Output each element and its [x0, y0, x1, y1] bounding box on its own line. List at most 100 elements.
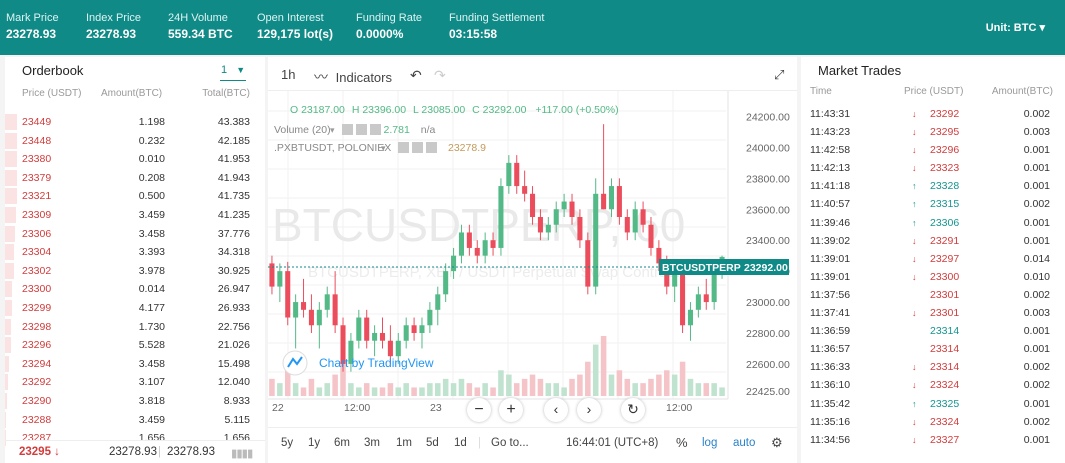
legend-open: O 23187.00 — [290, 104, 345, 116]
trade-time: 11:39:02 — [810, 234, 851, 247]
trade-row: 11:43:23 ↓ 23295 0.003 — [801, 123, 1065, 141]
arrow-down-icon: ↓ — [912, 109, 917, 119]
candle-body — [648, 224, 654, 248]
orderbook-row[interactable]: 23302 3.978 30.925 — [5, 262, 265, 281]
indicators-button[interactable]: 〰 Indicators — [314, 67, 392, 87]
trade-amount: 0.002 — [1023, 198, 1050, 211]
range-3m[interactable]: 3m — [364, 437, 380, 449]
volume-bar — [316, 387, 323, 396]
volume-bar — [600, 336, 607, 396]
zoom-out-button[interactable]: − — [467, 398, 491, 422]
orderbook-row[interactable]: 23299 4.177 26.933 — [5, 299, 265, 318]
trade-price: 23300 — [930, 270, 960, 283]
compare-legend-controls[interactable] — [398, 142, 437, 153]
candle-body — [695, 294, 701, 310]
orderbook-row[interactable]: 23288 3.459 5.115 — [5, 411, 265, 430]
depth-bar — [5, 281, 13, 298]
candle-body — [324, 294, 330, 310]
orderbook-row[interactable]: 23290 3.818 8.933 — [5, 392, 265, 411]
orderbook-row[interactable]: 23287 1.656 1.656 — [5, 429, 265, 448]
arrow-up-icon: ↑ — [912, 181, 917, 192]
col-time: Time — [810, 86, 832, 97]
range-5d[interactable]: 5d — [426, 437, 439, 449]
zoom-in-button[interactable]: + — [499, 398, 523, 422]
ask-amount: 0.010 — [138, 153, 165, 166]
ask-total: 41.235 — [217, 208, 250, 221]
price-tag — [659, 259, 789, 275]
volume-bar — [553, 383, 559, 396]
range-6m[interactable]: 6m — [334, 437, 350, 449]
orderbook-row[interactable]: 23300 0.014 26.947 — [5, 280, 265, 299]
trade-price: 23324 — [930, 415, 960, 428]
range-1m[interactable]: 1m — [396, 437, 412, 449]
ask-price: 23380 — [22, 153, 52, 166]
orderbook-row[interactable]: 23379 0.208 41.943 — [5, 169, 265, 188]
trade-amount: 0.002 — [1023, 415, 1050, 428]
candle-body — [632, 209, 638, 233]
ask-price: 23296 — [22, 339, 52, 352]
trade-row: 11:39:46 ↑ 23306 0.001 — [801, 214, 1065, 232]
fullscreen-icon[interactable]: ⤢ — [774, 67, 785, 82]
orderbook-row[interactable]: 23309 3.459 41.235 — [5, 206, 265, 225]
log-toggle[interactable]: log — [702, 437, 718, 449]
candle-body — [364, 317, 370, 341]
depth-bar — [5, 206, 17, 223]
orderbook-row[interactable]: 23294 3.458 15.498 — [5, 355, 265, 374]
trade-price: 23314 — [930, 325, 960, 338]
goto-button[interactable]: Go to... — [491, 437, 529, 449]
arrow-down-icon: ↓ — [912, 308, 917, 319]
trade-amount: 0.001 — [1023, 234, 1050, 247]
candle-body — [458, 232, 464, 256]
candle-body — [356, 317, 362, 341]
redo-icon[interactable]: ↷ — [434, 67, 446, 83]
depth-bar — [5, 299, 13, 316]
volume-bar — [332, 374, 338, 396]
gear-icon[interactable]: ⚙ — [771, 435, 783, 450]
volume-legend-controls[interactable]: ▾ — [330, 124, 381, 136]
scroll-right-button[interactable]: › — [577, 398, 601, 422]
orderbook-row[interactable]: 23296 5.528 21.026 — [5, 336, 265, 355]
market-trades-panel: Market Trades Time Price (USDT) Amount(B… — [801, 57, 1065, 463]
col-amount: Amount(BTC) — [101, 88, 163, 99]
trade-price: 23301 — [930, 307, 960, 320]
unit-selector[interactable]: Unit: BTC ▾ — [985, 22, 1045, 34]
interval-button[interactable]: 1h — [281, 67, 296, 82]
orderbook-row[interactable]: 23304 3.393 34.318 — [5, 243, 265, 262]
ask-amount: 0.014 — [138, 283, 165, 296]
volume-bar — [308, 378, 315, 396]
orderbook-row[interactable]: 23306 3.458 37.776 — [5, 225, 265, 244]
auto-toggle[interactable]: auto — [733, 437, 756, 449]
undo-icon[interactable]: ↶ — [410, 67, 422, 83]
orderbook-row[interactable]: 23298 1.730 22.756 — [5, 318, 265, 337]
indicators-icon: 〰 — [314, 69, 328, 85]
candle-body — [498, 186, 504, 248]
precision-select[interactable]: 1 ▼ — [221, 64, 245, 76]
range-1y[interactable]: 1y — [308, 437, 321, 449]
orderbook-row[interactable]: 23292 3.107 12.040 — [5, 373, 265, 392]
reset-chart-button[interactable]: ↻ — [621, 398, 645, 422]
range-5y[interactable]: 5y — [281, 437, 294, 449]
legend-low: L 23085.00 — [413, 104, 465, 116]
trade-row: 11:41:18 ↑ 23328 0.001 — [801, 177, 1065, 195]
candle-body — [569, 201, 575, 217]
orderbook-row[interactable]: 23449 1.198 43.383 — [5, 113, 265, 132]
trade-time: 11:36:10 — [810, 379, 851, 392]
scroll-left-button[interactable]: ‹ — [544, 398, 568, 422]
volume-bar — [403, 383, 409, 396]
ask-price: 23299 — [22, 301, 52, 314]
candle-body — [316, 309, 322, 326]
depth-bar — [5, 374, 9, 391]
orderbook-row[interactable]: 23448 0.232 42.185 — [5, 132, 265, 151]
volume-bar — [569, 378, 575, 396]
range-1d[interactable]: 1d — [454, 437, 467, 449]
trade-row: 11:39:01 ↓ 23300 0.010 — [801, 268, 1065, 286]
percent-toggle[interactable]: % — [676, 435, 688, 450]
candle-body — [624, 217, 630, 233]
orderbook-row[interactable]: 23380 0.010 41.953 — [5, 150, 265, 169]
candle-body — [537, 217, 543, 233]
price-chart[interactable]: BTCUSDTPERP, 60 BTCUSDTPERP, XBT / USDT … — [268, 91, 797, 427]
volume-bar — [695, 383, 702, 396]
candle-body — [687, 309, 693, 326]
trade-price: 23297 — [930, 252, 960, 265]
orderbook-row[interactable]: 23321 0.500 41.735 — [5, 187, 265, 206]
